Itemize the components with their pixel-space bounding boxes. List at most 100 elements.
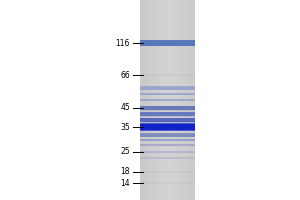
Bar: [140, 124, 195, 130]
Bar: [140, 139, 195, 141]
Bar: [140, 86, 195, 90]
Bar: [140, 139, 195, 141]
Bar: [191, 0, 193, 200]
Bar: [140, 118, 195, 122]
Bar: [140, 144, 195, 146]
Bar: [140, 40, 195, 46]
Bar: [162, 0, 164, 200]
Bar: [180, 0, 182, 200]
Text: 14: 14: [120, 178, 130, 188]
Bar: [140, 93, 195, 95]
Bar: [140, 99, 195, 101]
Text: 18: 18: [121, 168, 130, 176]
Bar: [140, 117, 195, 122]
Bar: [140, 93, 195, 95]
Bar: [140, 106, 195, 110]
Bar: [140, 93, 195, 95]
Bar: [140, 144, 195, 146]
Bar: [140, 106, 195, 110]
Bar: [140, 0, 142, 200]
Bar: [140, 112, 195, 116]
Bar: [140, 40, 195, 46]
Bar: [140, 124, 195, 130]
Bar: [140, 124, 195, 130]
Bar: [184, 0, 186, 200]
Bar: [140, 106, 195, 110]
Bar: [140, 157, 195, 159]
Bar: [140, 123, 195, 131]
Bar: [140, 40, 195, 46]
Bar: [140, 139, 195, 141]
Bar: [188, 0, 190, 200]
Text: 25: 25: [120, 148, 130, 156]
Bar: [140, 157, 195, 159]
Bar: [140, 151, 195, 153]
Bar: [177, 0, 178, 200]
Bar: [140, 93, 195, 95]
Bar: [140, 93, 195, 95]
Bar: [140, 124, 195, 130]
Bar: [153, 0, 155, 200]
Bar: [169, 0, 171, 200]
Bar: [140, 99, 195, 101]
Bar: [167, 0, 169, 200]
Bar: [146, 0, 147, 200]
Bar: [140, 112, 195, 116]
Bar: [140, 112, 195, 116]
Bar: [140, 112, 195, 116]
Bar: [140, 157, 195, 159]
Bar: [140, 99, 195, 101]
Bar: [140, 133, 195, 137]
Bar: [140, 123, 195, 131]
Bar: [149, 0, 151, 200]
Bar: [140, 86, 195, 90]
Bar: [140, 133, 195, 137]
Bar: [140, 151, 195, 153]
Bar: [140, 106, 195, 110]
Bar: [140, 106, 195, 110]
Bar: [175, 0, 177, 200]
Bar: [140, 144, 195, 146]
Bar: [140, 182, 195, 184]
Bar: [140, 99, 195, 101]
Bar: [140, 151, 195, 153]
Text: 66: 66: [120, 71, 130, 79]
Bar: [140, 157, 195, 159]
Bar: [140, 42, 195, 44]
Bar: [140, 93, 195, 95]
Bar: [140, 139, 195, 141]
Bar: [157, 0, 158, 200]
Bar: [140, 86, 195, 90]
Bar: [166, 0, 167, 200]
Bar: [144, 0, 146, 200]
Bar: [190, 0, 191, 200]
Bar: [151, 0, 153, 200]
Bar: [140, 133, 195, 137]
Bar: [140, 144, 195, 146]
Text: 45: 45: [120, 104, 130, 112]
Bar: [140, 86, 195, 90]
Bar: [147, 0, 149, 200]
Bar: [171, 0, 173, 200]
Bar: [193, 0, 195, 200]
Bar: [178, 0, 180, 200]
Bar: [140, 40, 195, 46]
Bar: [140, 40, 195, 46]
Bar: [140, 40, 195, 46]
Bar: [140, 171, 195, 173]
Bar: [140, 118, 195, 122]
Bar: [140, 118, 195, 122]
Bar: [140, 139, 195, 141]
Bar: [164, 0, 166, 200]
Bar: [160, 0, 162, 200]
Bar: [140, 86, 195, 90]
Bar: [140, 118, 195, 122]
Bar: [140, 139, 195, 141]
Bar: [140, 157, 195, 159]
Bar: [158, 0, 160, 200]
Bar: [140, 106, 195, 110]
Bar: [140, 99, 195, 101]
Bar: [182, 0, 184, 200]
Bar: [140, 151, 195, 153]
Bar: [140, 118, 195, 122]
